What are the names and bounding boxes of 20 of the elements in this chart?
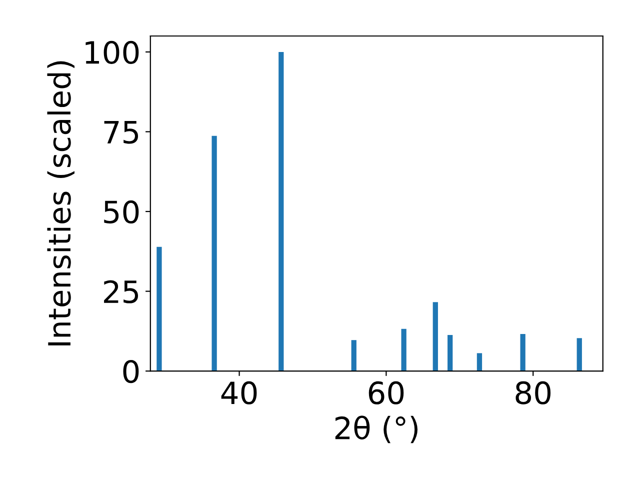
bar	[432, 302, 438, 372]
bar	[401, 328, 406, 372]
y-tick-label: 50	[104, 200, 139, 224]
bar	[212, 136, 217, 372]
bar	[448, 334, 453, 372]
x-tick-label: 80	[516, 381, 551, 404]
y-axis-title: Intensities (scaled)	[47, 61, 74, 346]
bar	[476, 353, 482, 372]
bar	[351, 340, 356, 372]
bar	[520, 334, 526, 372]
x-tick-label: 60	[368, 381, 404, 404]
x-axis-title: 2θ (°)	[335, 416, 418, 444]
bar	[156, 246, 162, 372]
y-tick-label: 100	[86, 40, 139, 64]
bar	[278, 52, 284, 372]
y-tick-label: 25	[104, 280, 138, 304]
y-tick-label: 75	[104, 121, 138, 144]
y-tick-label: 0	[123, 360, 139, 384]
x-tick-label: 40	[221, 381, 257, 404]
bar	[576, 338, 582, 372]
